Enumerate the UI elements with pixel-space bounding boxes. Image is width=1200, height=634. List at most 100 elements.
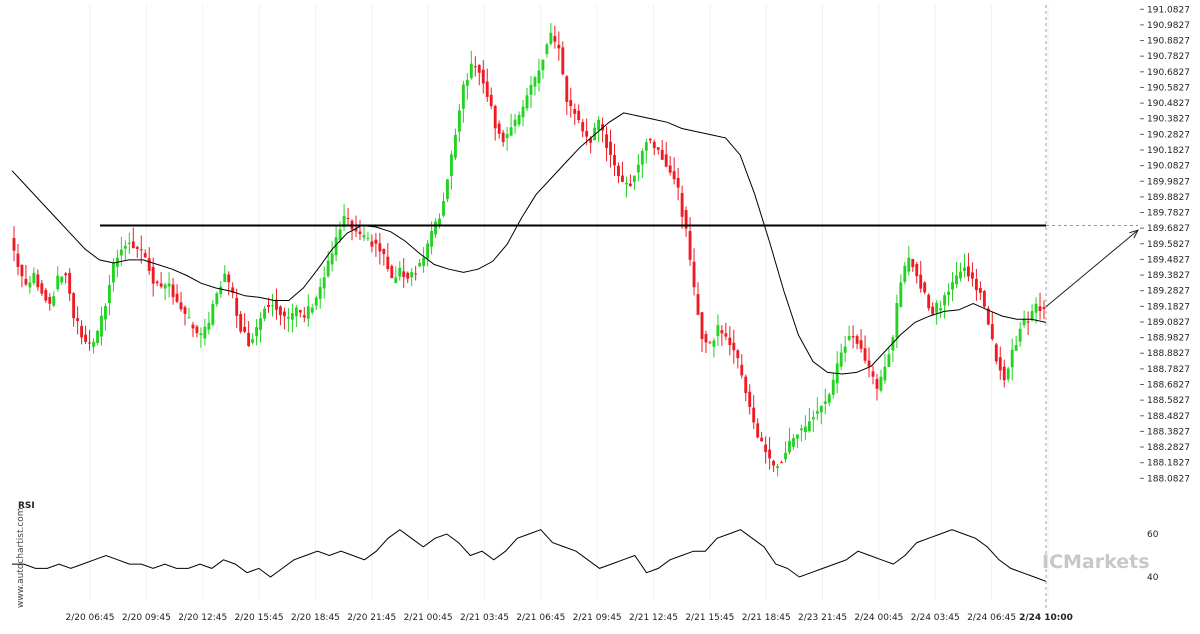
candle-up (1010, 349, 1014, 368)
candle-down (1002, 366, 1006, 381)
candle-up (442, 201, 445, 216)
candle-down (131, 241, 135, 249)
candle-up (108, 285, 111, 303)
candle-up (263, 308, 266, 319)
y-tick-label: 188.6827 (1147, 381, 1190, 391)
candle-down (12, 238, 16, 251)
candle-down (927, 294, 931, 309)
candle-up (593, 127, 597, 141)
candle-down (402, 271, 406, 278)
candle-up (426, 243, 430, 259)
candle-down (247, 332, 251, 347)
candle-down (147, 258, 151, 271)
y-tick-label: 191.0827 (1147, 5, 1190, 15)
candle-up (453, 134, 457, 158)
candle-up (96, 330, 99, 344)
candle-down (386, 256, 390, 269)
candle-up (28, 282, 32, 288)
candle-up (843, 346, 847, 353)
candle-up (597, 119, 601, 131)
candle-up (963, 267, 966, 272)
candle-down (696, 294, 700, 315)
candle-up (895, 303, 899, 339)
candle-down (48, 297, 52, 304)
candle-up (879, 376, 883, 391)
candle-up (251, 339, 255, 343)
candle-down (231, 287, 235, 293)
candle-down (493, 105, 497, 129)
candle-up (330, 253, 334, 265)
candle-down (267, 304, 270, 308)
candle-down (298, 310, 302, 313)
candle-up (450, 154, 453, 177)
candle-down (867, 360, 871, 367)
candle-up (815, 411, 819, 414)
candle-down (76, 318, 80, 321)
candle-down (668, 165, 672, 173)
candle-down (736, 350, 740, 359)
candle-down (756, 423, 760, 438)
candle-down (195, 326, 199, 334)
y-tick-label: 189.7827 (1147, 209, 1190, 219)
candle-up (32, 272, 36, 284)
y-tick-label: 190.7827 (1147, 52, 1190, 62)
candle-down (748, 391, 752, 407)
candle-down (732, 342, 736, 351)
candle-down (692, 261, 696, 288)
candle-down (728, 337, 732, 346)
candle-down (724, 333, 728, 337)
candle-up (784, 452, 787, 460)
candle-up (338, 229, 342, 241)
candle-up (819, 405, 823, 413)
rsi-title: RSI (18, 501, 35, 511)
candle-down (227, 274, 231, 283)
candle-up (60, 276, 64, 283)
candle-down (64, 273, 68, 276)
y-tick-label: 189.8827 (1147, 193, 1190, 203)
forecast-arrow-line (1045, 229, 1139, 308)
candle-down (652, 141, 656, 148)
candle-down (605, 134, 608, 149)
candle-up (318, 287, 322, 299)
candle-up (398, 267, 402, 277)
candle-down (477, 65, 481, 73)
y-tick-label: 188.7827 (1147, 365, 1190, 375)
candle-down (414, 273, 418, 275)
candle-up (187, 317, 191, 319)
candle-up (127, 242, 131, 244)
candle-up (215, 293, 219, 305)
candle-down (931, 306, 935, 315)
y-tick-label: 190.4827 (1147, 99, 1190, 109)
candle-down (915, 263, 919, 277)
rsi-tick-label: 40 (1147, 573, 1159, 583)
candle-down (911, 259, 915, 268)
candle-down (700, 312, 704, 340)
candle-up (438, 218, 441, 225)
candle-down (143, 253, 147, 258)
candle-down (354, 228, 358, 232)
candle-up (549, 32, 553, 44)
candle-down (473, 66, 477, 68)
y-tick-label: 189.3827 (1147, 271, 1190, 281)
candle-up (891, 337, 895, 351)
candle-down (1042, 307, 1046, 310)
candle-down (44, 290, 48, 301)
candle-up (640, 150, 644, 165)
candle-up (947, 291, 950, 296)
candle-down (155, 281, 159, 284)
candle-down (569, 100, 573, 106)
candle-down (358, 231, 362, 235)
candle-down (780, 462, 783, 464)
candle-up (807, 421, 811, 432)
candle-up (306, 306, 310, 319)
candle-down (609, 141, 612, 155)
candle-up (509, 127, 513, 136)
x-tick-label: 2/20 18:45 (291, 613, 340, 623)
candle-down (561, 47, 565, 75)
candle-up (434, 221, 437, 235)
candle-down (760, 437, 764, 442)
candle-down (704, 334, 708, 343)
y-tick-label: 189.4827 (1147, 255, 1190, 265)
candle-down (680, 193, 684, 217)
candle-up (796, 434, 799, 439)
